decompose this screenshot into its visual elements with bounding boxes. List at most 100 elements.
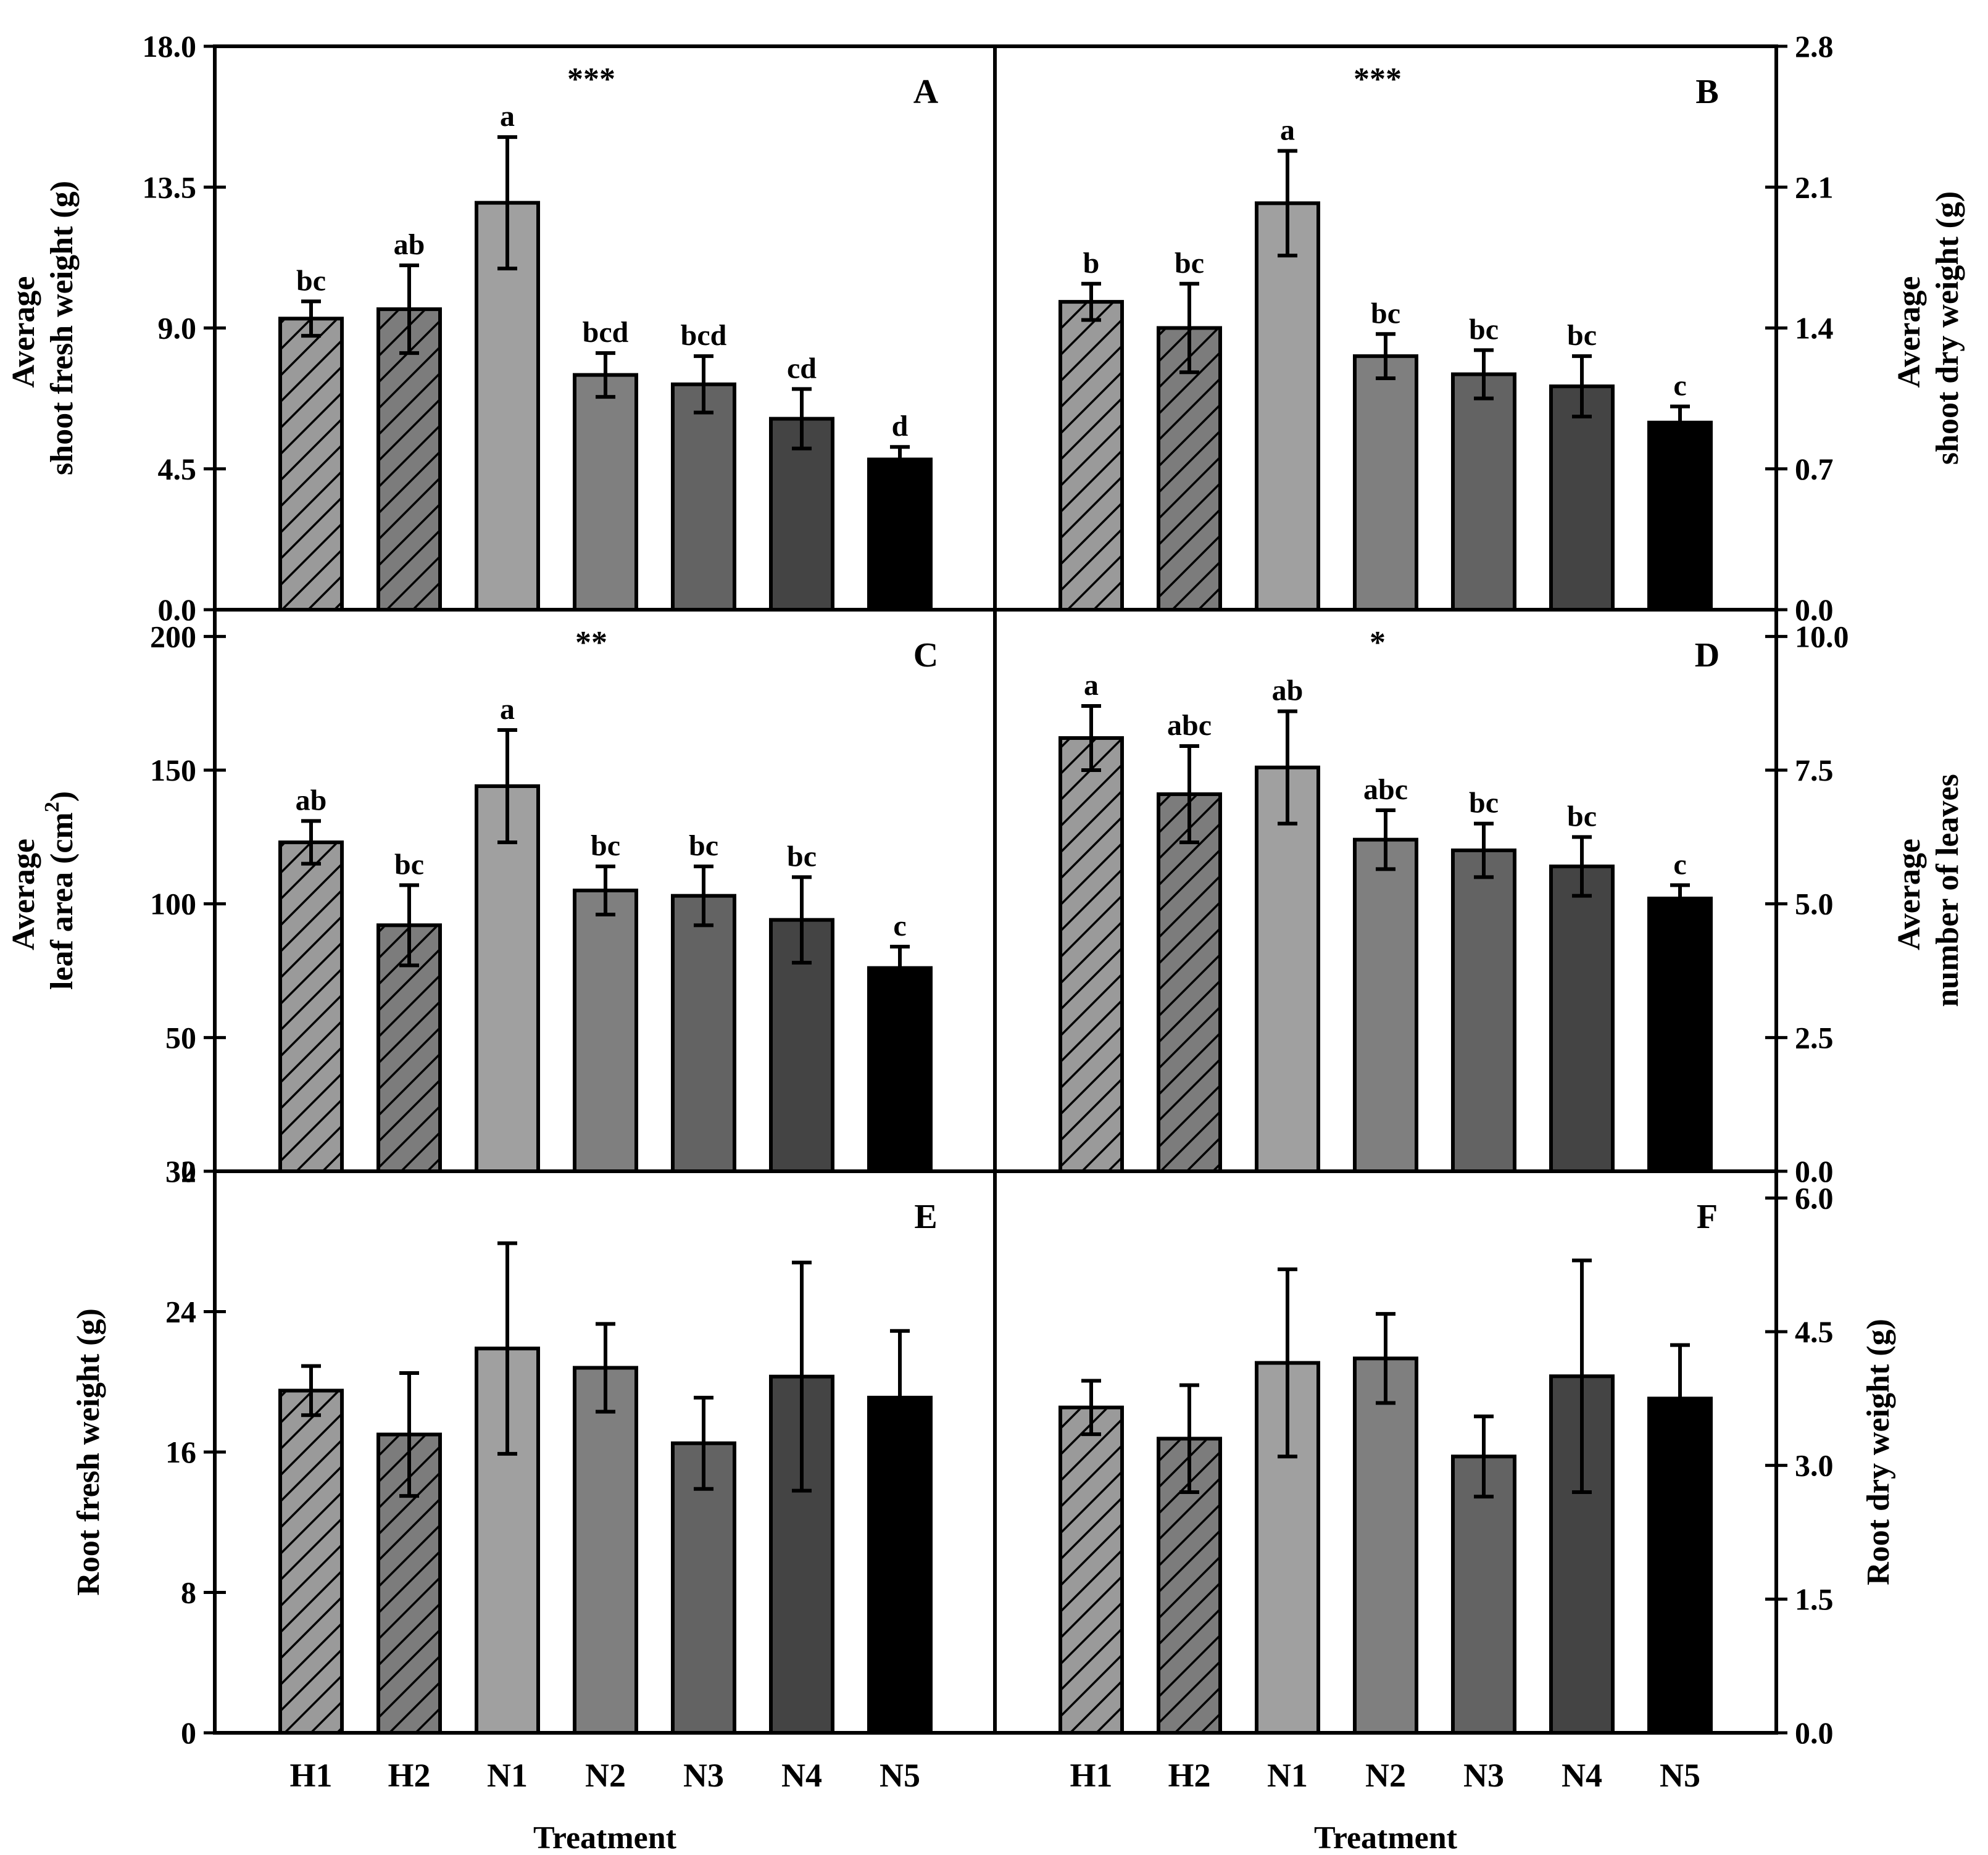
letter-label-D-N2: abc — [1363, 773, 1408, 806]
panel-B-ytick-label: 1.4 — [1795, 311, 1834, 346]
panel-E-ytick-label: 32 — [165, 1154, 196, 1189]
letter-label-D-N4: bc — [1567, 800, 1597, 832]
panel-E-labels: 0 8 16 24 32 — [165, 1154, 196, 1750]
panel-A-ytick-label: 4.5 — [158, 452, 197, 486]
panel-F: 0.0 1.5 3.0 4.5 6.0 F Root dry weight (g) — [993, 1169, 1896, 1750]
bar-C-N5 — [867, 966, 933, 1173]
panel-A-ylabel-line2: shoot fresh weight (g) — [44, 181, 80, 475]
panel-F-ytick-label: 6.0 — [1795, 1181, 1834, 1215]
panel-C-ylabel: Average leaf area (cm2) — [6, 791, 80, 990]
panel-C-ylabel-suffix: ) — [44, 791, 80, 802]
panel-A-bars — [278, 135, 933, 612]
panel-D-ytick-label: 0.0 — [1795, 1154, 1834, 1189]
x-axis-title-left: Treatment — [533, 1820, 677, 1855]
panel-C-ylabel-superscript: 2 — [41, 802, 64, 812]
panel-E-ytick-label: 8 — [181, 1575, 196, 1610]
panel-F-ytick-label: 3.0 — [1795, 1448, 1834, 1483]
bar-D-N5 — [1647, 897, 1713, 1173]
bar-A-N2 — [573, 373, 638, 612]
panel-B-significance: *** — [1354, 62, 1402, 97]
panel-F-bars — [1058, 1258, 1713, 1735]
bar-F-N3 — [1451, 1455, 1516, 1735]
bar-D-N3 — [1451, 849, 1516, 1173]
bar-A-N3 — [671, 382, 736, 612]
panel-B-ytick-label: 2.1 — [1795, 170, 1834, 204]
bar-hatch-C-H1 — [282, 844, 340, 1169]
panel-D-bars — [1058, 704, 1713, 1173]
panel-B-ytick-label: 0.7 — [1795, 452, 1834, 486]
bar-B-N4 — [1549, 384, 1615, 612]
panel-C-ylabel-line1: Average — [6, 839, 41, 950]
bar-B-N5 — [1647, 420, 1713, 612]
panel-A: 0.0 4.5 9.0 13.5 18.0 bc ab a bcd bcd cd d A *** Av… — [6, 29, 997, 627]
panel-F-ytick-label: 4.5 — [1795, 1314, 1834, 1349]
panel-C-ytick-label: 0 — [181, 1154, 196, 1189]
x-category-label-right: N5 — [1660, 1757, 1700, 1794]
panel-E-ytick-label: 16 — [165, 1435, 196, 1469]
letter-label-C-N5: c — [893, 910, 906, 942]
panel-D-ytick-label: 10.0 — [1795, 619, 1849, 654]
bar-hatch-E-H1 — [282, 1392, 340, 1731]
panel-F-label: F — [1697, 1198, 1718, 1236]
bar-E-N2 — [573, 1366, 638, 1735]
x-axis-title-right: Treatment — [1314, 1820, 1458, 1855]
panel-A-label: A — [913, 73, 939, 111]
letter-label-D-N5: c — [1673, 848, 1686, 881]
letter-label-C-N1: a — [500, 693, 515, 726]
letter-label-B-N1: a — [1280, 114, 1295, 147]
x-category-label-right: N1 — [1267, 1757, 1308, 1794]
panel-E-ylabel: Root fresh weight (g) — [71, 1308, 106, 1596]
letter-label-A-H2: ab — [394, 228, 425, 261]
panel-C-labels: 0 50 100 150 200 ab bc a bc bc bc c — [150, 619, 907, 1189]
panel-E-bars — [278, 1241, 933, 1735]
panel-D-ylabel: Average number of leaves — [1892, 774, 1965, 1006]
x-category-label-right: N3 — [1463, 1757, 1504, 1794]
panel-F-ylabel: Root dry weight (g) — [1861, 1319, 1896, 1585]
panel-B-labels: 0.0 0.7 1.4 2.1 2.8 b bc a bc bc bc c — [1083, 29, 1834, 627]
panel-C-ytick-label: 50 — [165, 1020, 196, 1055]
x-category-label-left: H1 — [289, 1757, 332, 1794]
x-category-label-left: H2 — [388, 1757, 430, 1794]
bar-hatch-D-H2 — [1160, 796, 1218, 1169]
bar-hatch-B-H2 — [1160, 330, 1218, 608]
letter-label-B-N2: bc — [1371, 297, 1400, 330]
panel-B-label: B — [1695, 73, 1718, 111]
panel-A-labels: 0.0 4.5 9.0 13.5 18.0 bc ab a bcd bcd cd d — [143, 29, 909, 627]
panel-B-ylabel-line1: Average — [1892, 276, 1927, 388]
letter-label-B-N5: c — [1673, 370, 1686, 402]
panel-D-ytick-label: 2.5 — [1795, 1020, 1834, 1055]
letter-label-B-N3: bc — [1469, 313, 1499, 346]
panel-E-ytick-label: 0 — [181, 1716, 196, 1750]
bar-hatch-B-H1 — [1062, 304, 1120, 608]
bar-E-N3 — [671, 1441, 736, 1735]
bar-hatch-C-H2 — [380, 927, 438, 1169]
bar-C-N2 — [573, 889, 638, 1173]
x-category-label-left: N5 — [880, 1757, 920, 1794]
panel-D-ytick-label: 7.5 — [1795, 753, 1834, 787]
panel-A-ylabel: Average shoot fresh weight (g) — [6, 181, 80, 475]
letter-label-D-H1: a — [1084, 669, 1099, 702]
panel-E-ylabel-line1: Root fresh weight (g) — [71, 1308, 106, 1596]
panel-E-ytick-label: 24 — [165, 1295, 196, 1329]
x-category-label-right: H2 — [1168, 1757, 1210, 1794]
bar-hatch-F-H1 — [1062, 1409, 1120, 1731]
letter-label-C-N3: bc — [689, 829, 718, 862]
bar-A-N5 — [867, 457, 933, 612]
bar-B-N2 — [1353, 354, 1418, 612]
letter-label-C-N4: bc — [787, 840, 817, 873]
bar-C-N3 — [671, 894, 736, 1173]
bar-D-N1 — [1255, 765, 1320, 1173]
bar-hatch-A-H1 — [282, 320, 340, 608]
letter-label-A-N3: bcd — [681, 319, 727, 352]
letter-label-A-N5: d — [892, 410, 909, 442]
letter-label-C-H2: bc — [394, 848, 424, 881]
bar-D-N2 — [1353, 837, 1418, 1173]
panel-B-ylabel: Average shoot dry weight (g) — [1892, 191, 1965, 465]
panel-D: 0.0 2.5 5.0 7.5 10.0 a abc ab abc bc bc c D * Avera… — [993, 608, 1965, 1189]
panel-F-ytick-label: 1.5 — [1795, 1582, 1834, 1616]
panel-A-ytick-label: 18.0 — [143, 29, 197, 64]
panel-A-ytick-label: 13.5 — [143, 170, 197, 204]
letter-label-B-H2: bc — [1175, 247, 1204, 280]
letter-label-A-N1: a — [500, 100, 515, 133]
